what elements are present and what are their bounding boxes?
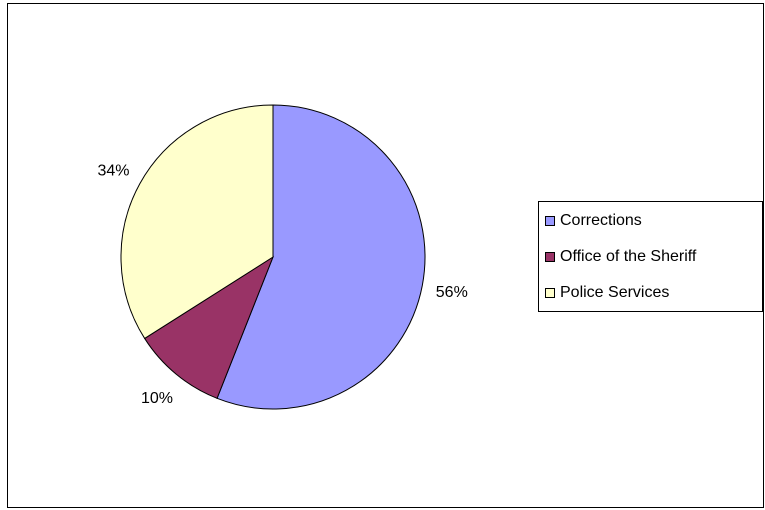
legend-item-corrections: Corrections xyxy=(545,210,642,232)
legend-item-office-of-the-sheriff: Office of the Sheriff xyxy=(545,246,696,268)
legend: Corrections Office of the Sheriff Police… xyxy=(538,201,763,312)
legend-label-corrections: Corrections xyxy=(560,212,642,229)
legend-item-police-services: Police Services xyxy=(545,282,669,304)
pie-slice-corrections xyxy=(216,104,426,410)
legend-swatch-office-of-the-sheriff xyxy=(545,252,555,262)
data-label-office-of-the-sheriff: 10% xyxy=(141,390,173,407)
pie-slice-office-of-the-sheriff xyxy=(143,255,275,399)
legend-swatch-corrections xyxy=(545,216,555,226)
legend-label-office-of-the-sheriff: Office of the Sheriff xyxy=(560,248,697,265)
pie-slice-police-services xyxy=(120,104,274,340)
data-label-corrections: 56% xyxy=(436,284,468,301)
data-label-police-services: 34% xyxy=(97,162,129,179)
legend-label-police-services: Police Services xyxy=(560,284,670,301)
legend-swatch-police-services xyxy=(545,288,555,298)
